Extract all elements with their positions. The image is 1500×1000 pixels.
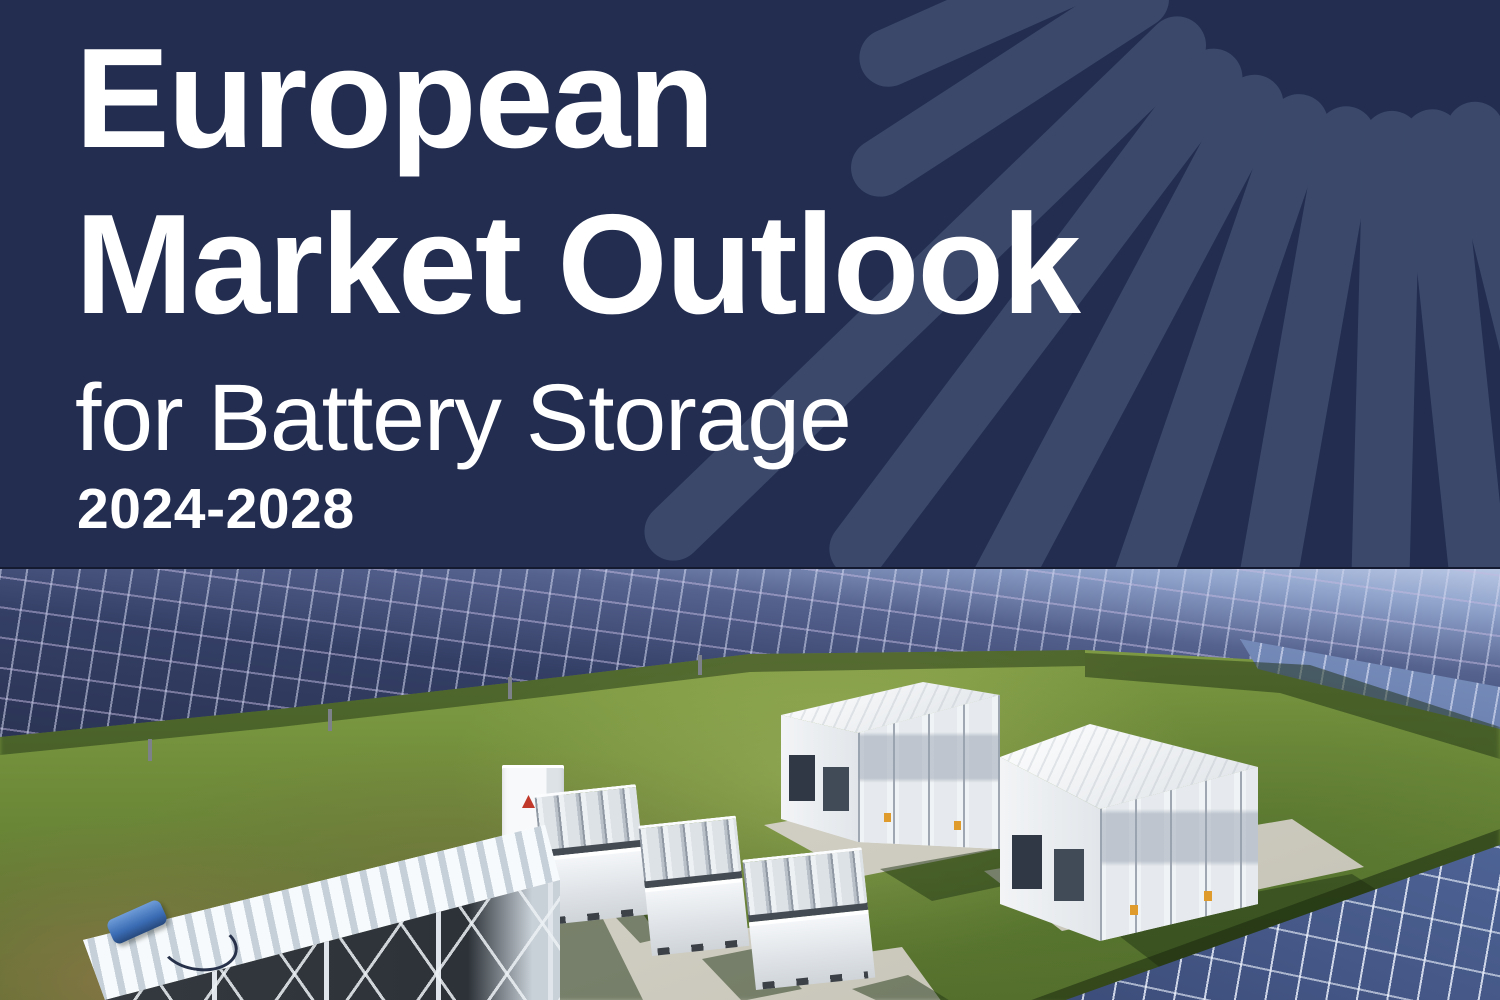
sun-ray	[713, 74, 1284, 567]
cover-banner: European Market Outlook for Battery Stor…	[75, 0, 1500, 567]
page-title: European Market Outlook	[75, 16, 1081, 348]
array-support-post	[698, 655, 702, 675]
array-support-post	[148, 739, 152, 761]
inverter-pedestal	[644, 878, 750, 956]
sun-ray	[915, 94, 1329, 567]
array-support-post	[328, 709, 332, 731]
title-line-1: European	[75, 19, 715, 178]
sun-ray	[1127, 106, 1376, 567]
battery-container-end	[781, 715, 858, 842]
sun-ray	[859, 0, 1146, 87]
title-line-2: Market Outlook	[75, 185, 1081, 345]
page-subtitle: for Battery Storage	[75, 365, 852, 471]
inverter-cluster	[638, 815, 750, 956]
sun-ray	[829, 48, 1243, 567]
sun-ray	[1334, 110, 1421, 567]
inverter-cluster	[742, 847, 876, 990]
sun-ray	[851, 0, 1170, 197]
sunburst-icon	[644, 0, 1500, 567]
cover-photo-solar-farm	[0, 567, 1500, 1000]
sun-ray	[644, 16, 1207, 561]
report-period: 2024-2028	[77, 477, 355, 541]
sun-ray	[1403, 109, 1500, 567]
inverter-pedestal	[748, 909, 876, 990]
array-support-post	[508, 677, 512, 699]
inverter-modules	[638, 815, 743, 889]
